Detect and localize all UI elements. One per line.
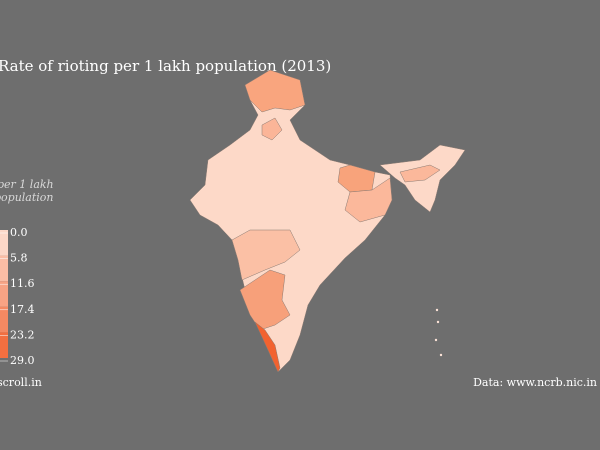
legend-title: per 1 lakh xyxy=(0,178,54,191)
legend-tick-label: 17.4 xyxy=(10,303,35,316)
island xyxy=(435,308,439,312)
legend-swatch xyxy=(0,281,8,307)
east xyxy=(344,177,393,223)
maharashtra xyxy=(231,229,301,281)
island xyxy=(436,320,440,324)
island xyxy=(439,353,443,357)
legend-tick-label: 23.2 xyxy=(10,328,35,341)
legend-swatch xyxy=(0,306,8,333)
kerala xyxy=(254,321,281,373)
legend-swatch xyxy=(0,255,8,282)
punjab xyxy=(261,117,283,141)
india-map xyxy=(189,69,466,373)
legend-tick-label: 5.8 xyxy=(10,252,28,265)
island xyxy=(434,338,438,342)
mainland xyxy=(189,69,393,373)
source: scroll.in xyxy=(0,376,42,389)
data-source: Data: www.ncrb.nic.in xyxy=(473,376,597,389)
legend-title: population xyxy=(0,191,54,204)
legend-swatch xyxy=(0,332,8,358)
assam xyxy=(399,164,441,183)
legend: 0.0 5.8 11.6 17.4 23.2 29.0 xyxy=(0,226,35,367)
legend-swatch xyxy=(0,230,8,256)
legend-tick-label: 11.6 xyxy=(10,277,35,290)
map-title: Rate of rioting per 1 lakh population (2… xyxy=(0,57,331,75)
jammu-kashmir xyxy=(244,69,306,113)
legend-tick-label: 29.0 xyxy=(10,354,35,367)
legend-tick-label: 0.0 xyxy=(10,226,28,239)
